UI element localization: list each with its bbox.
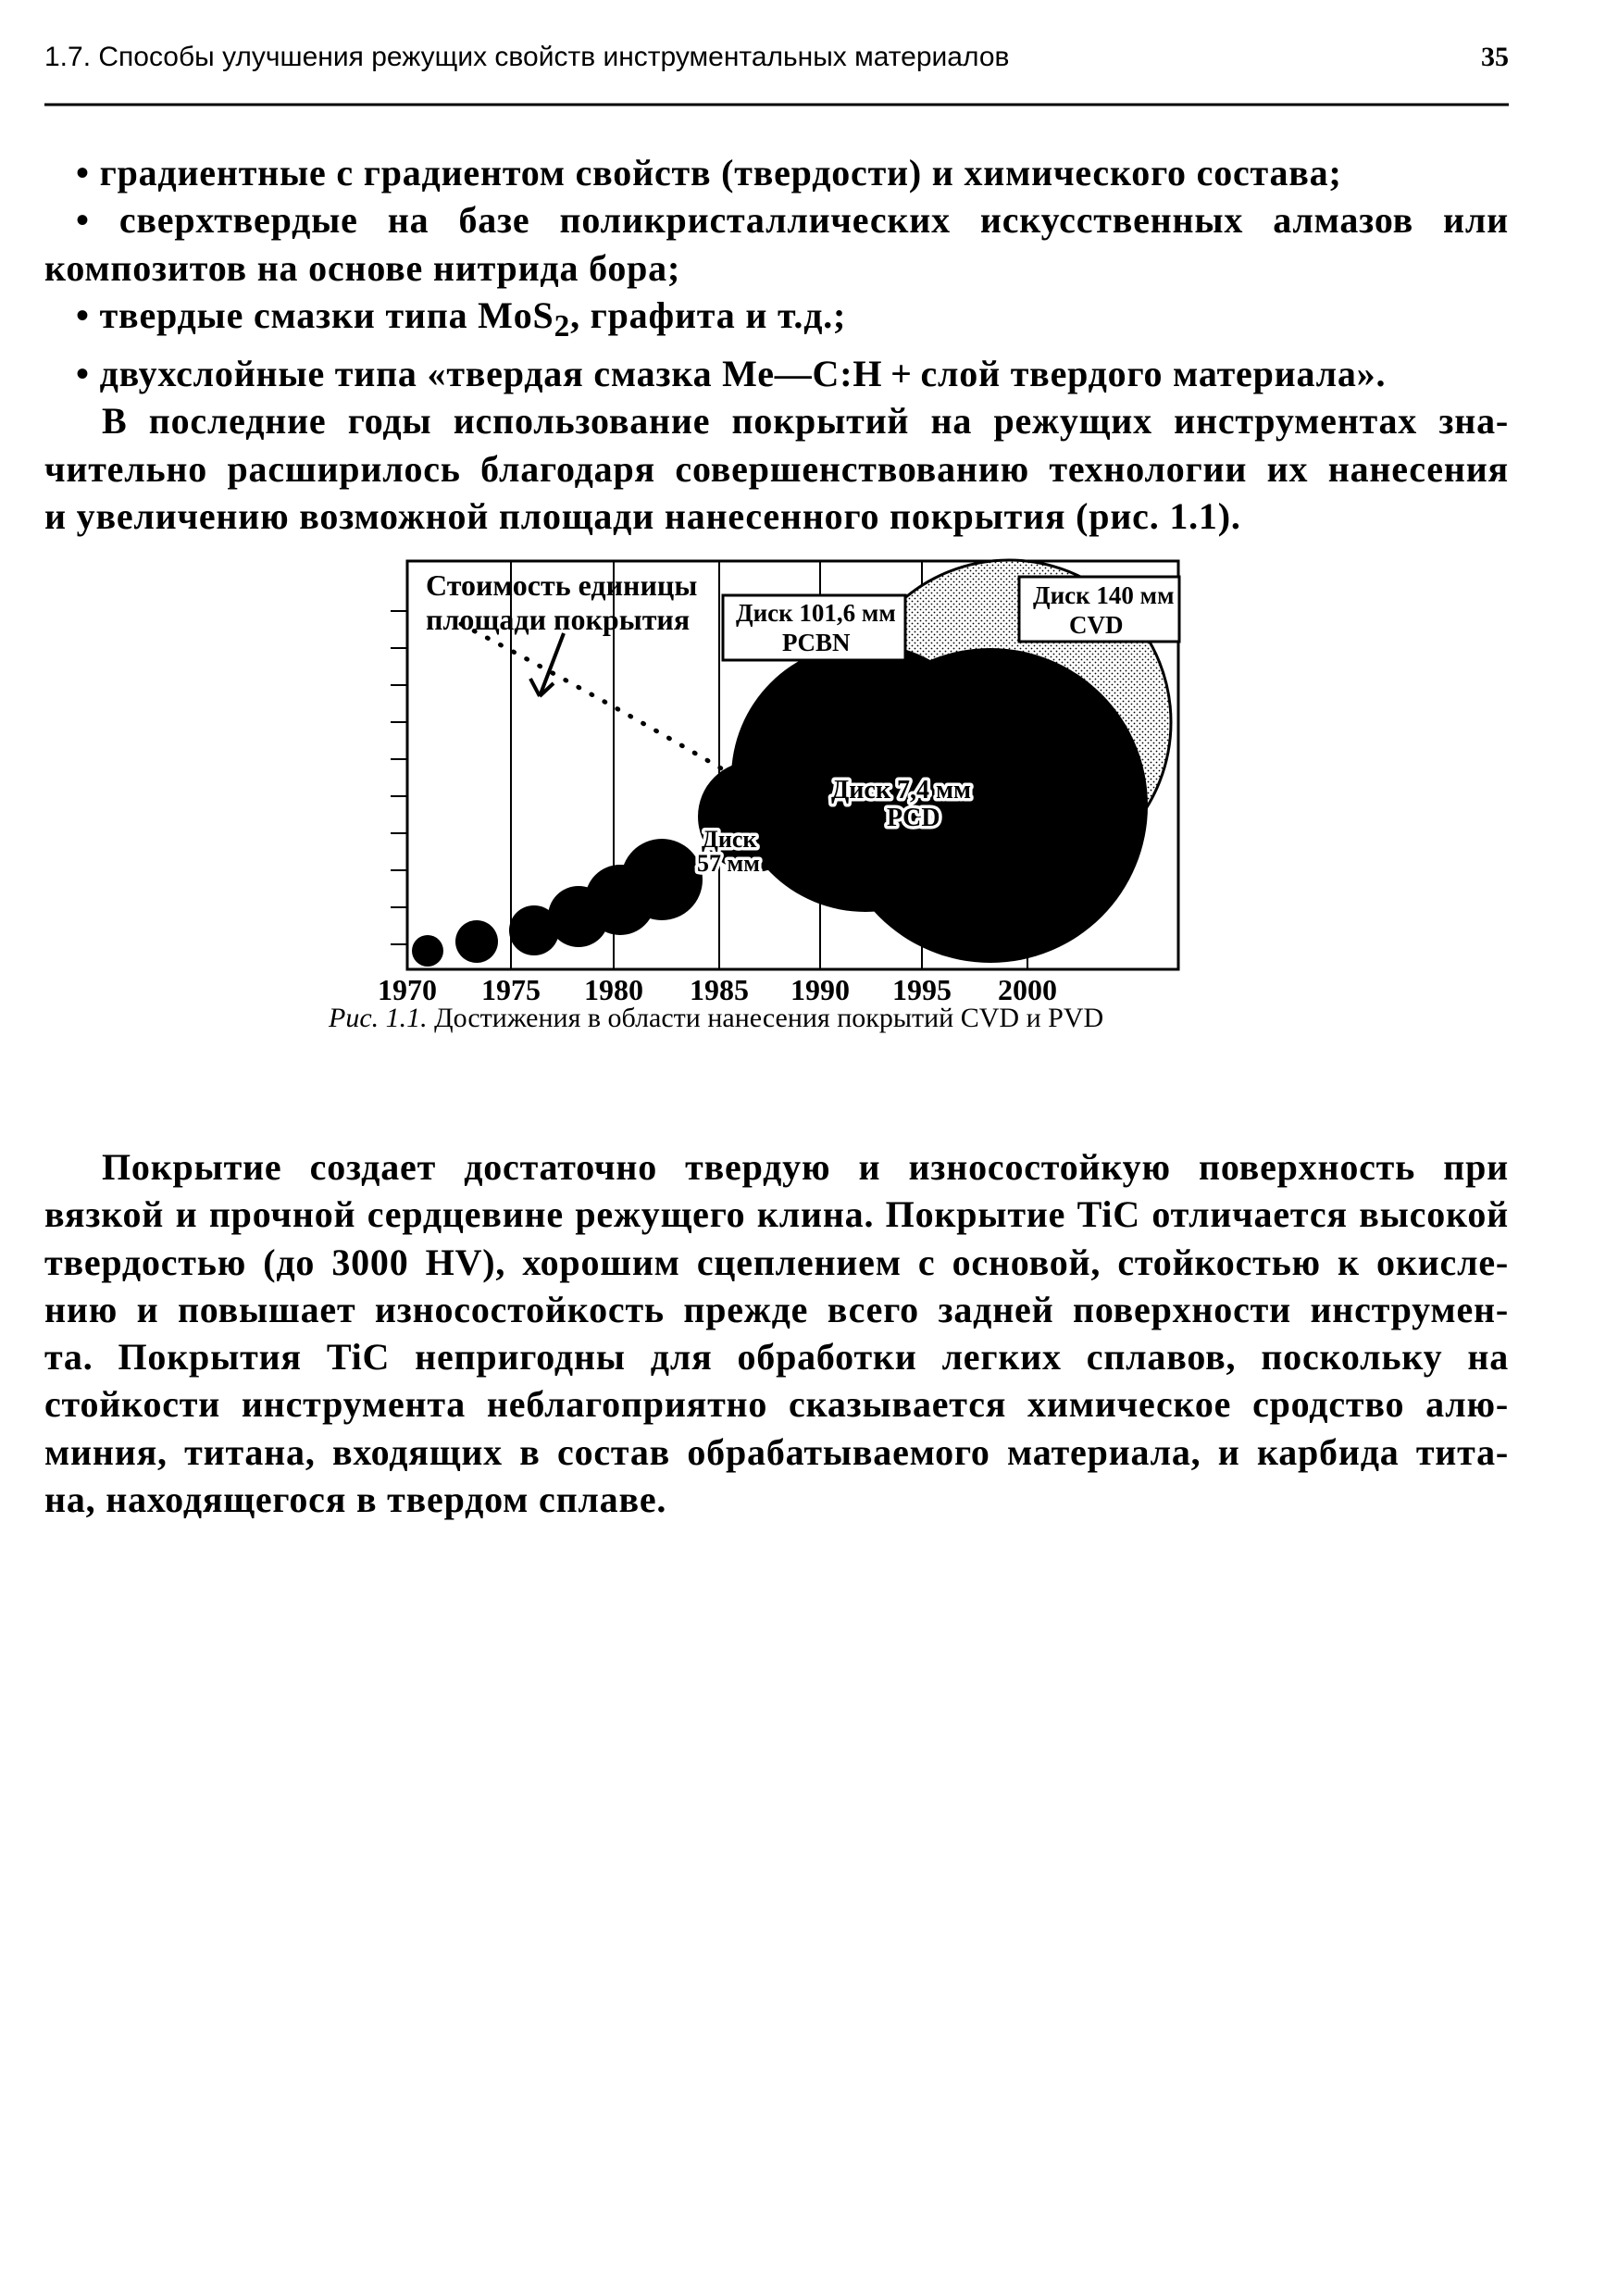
svg-text:Диск 7,4 мм: Диск 7,4 мм	[831, 776, 971, 805]
svg-text:1985: 1985	[690, 973, 749, 1006]
svg-text:1995: 1995	[892, 973, 952, 1006]
svg-text:PCBN: PCBN	[782, 629, 851, 656]
svg-text:площади покрытия: площади покрытия	[426, 603, 690, 636]
svg-text:57 мм: 57 мм	[697, 850, 760, 877]
svg-text:1970: 1970	[378, 973, 437, 1006]
svg-text:1990: 1990	[790, 973, 850, 1006]
svg-text:Диск 140 мм: Диск 140 мм	[1033, 581, 1174, 609]
svg-text:1980: 1980	[584, 973, 643, 1006]
svg-text:1975: 1975	[481, 973, 541, 1006]
svg-text:PCD: PCD	[887, 804, 940, 832]
svg-text:Стоимость единицы: Стоимость единицы	[426, 568, 697, 602]
svg-text:2000: 2000	[998, 973, 1057, 1006]
svg-text:CVD: CVD	[1069, 611, 1124, 639]
svg-text:Диск 101,6 мм: Диск 101,6 мм	[736, 599, 896, 627]
svg-text:Диск: Диск	[702, 826, 756, 853]
